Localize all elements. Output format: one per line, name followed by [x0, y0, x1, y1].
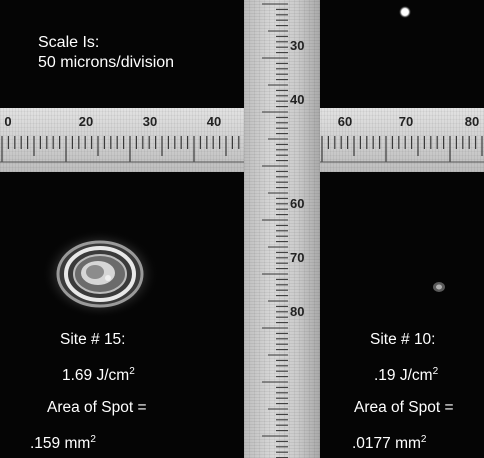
site-15-area-value: .159 mm	[30, 435, 91, 452]
hscale-label: 70	[398, 114, 414, 129]
vscale-label: 60	[290, 196, 305, 211]
site-10-fluence-sup: 2	[432, 366, 439, 377]
site-10-area-label: Area of Spot =	[354, 399, 454, 416]
debris-speck	[399, 6, 411, 18]
site-10-fluence: .19 J/cm2	[374, 366, 438, 385]
vscale-label: 70	[290, 250, 305, 265]
site-15-fluence-value: 1.69 J/cm	[62, 367, 130, 384]
vscale-label: 80	[290, 304, 305, 319]
vscale-label: 40	[290, 92, 305, 107]
scale-caption-line2: 50 microns/division	[38, 54, 175, 71]
site-15-fluence: 1.69 J/cm2	[62, 366, 135, 385]
ablation-spot-site-15	[42, 230, 158, 318]
site-10-fluence-value: .19 J/cm	[374, 367, 433, 384]
site-15-fluence-sup: 2	[129, 366, 135, 377]
hscale-label: 20	[78, 114, 94, 129]
site-10-area: .0177 mm2	[352, 434, 426, 453]
hscale-label: 80	[464, 114, 480, 129]
site-15-area: .159 mm2	[30, 434, 96, 453]
site-15-title: Site # 15:	[60, 331, 126, 348]
site-10-area-value: .0177 mm	[352, 435, 421, 452]
hscale-label: 40	[206, 114, 222, 129]
site-10-area-sup: 2	[420, 434, 427, 445]
vertical-scale-ticks	[262, 3, 288, 458]
site-15-area-label: Area of Spot =	[47, 399, 147, 416]
hscale-label: 0	[4, 114, 12, 129]
scale-caption-line1: Scale Is:	[38, 34, 100, 51]
site-10-title: Site # 10:	[370, 331, 436, 348]
scale-caption: Scale Is: 50 microns/division	[38, 33, 174, 73]
site-15-area-sup: 2	[90, 434, 96, 445]
vertical-scale	[244, 0, 320, 458]
hscale-label: 30	[142, 114, 158, 129]
horizontal-scale: 0 20 30 40 60 70 80	[0, 108, 484, 172]
vscale-label: 30	[290, 38, 305, 53]
ablation-spot-site-10	[433, 282, 445, 292]
hscale-label: 60	[337, 114, 353, 129]
